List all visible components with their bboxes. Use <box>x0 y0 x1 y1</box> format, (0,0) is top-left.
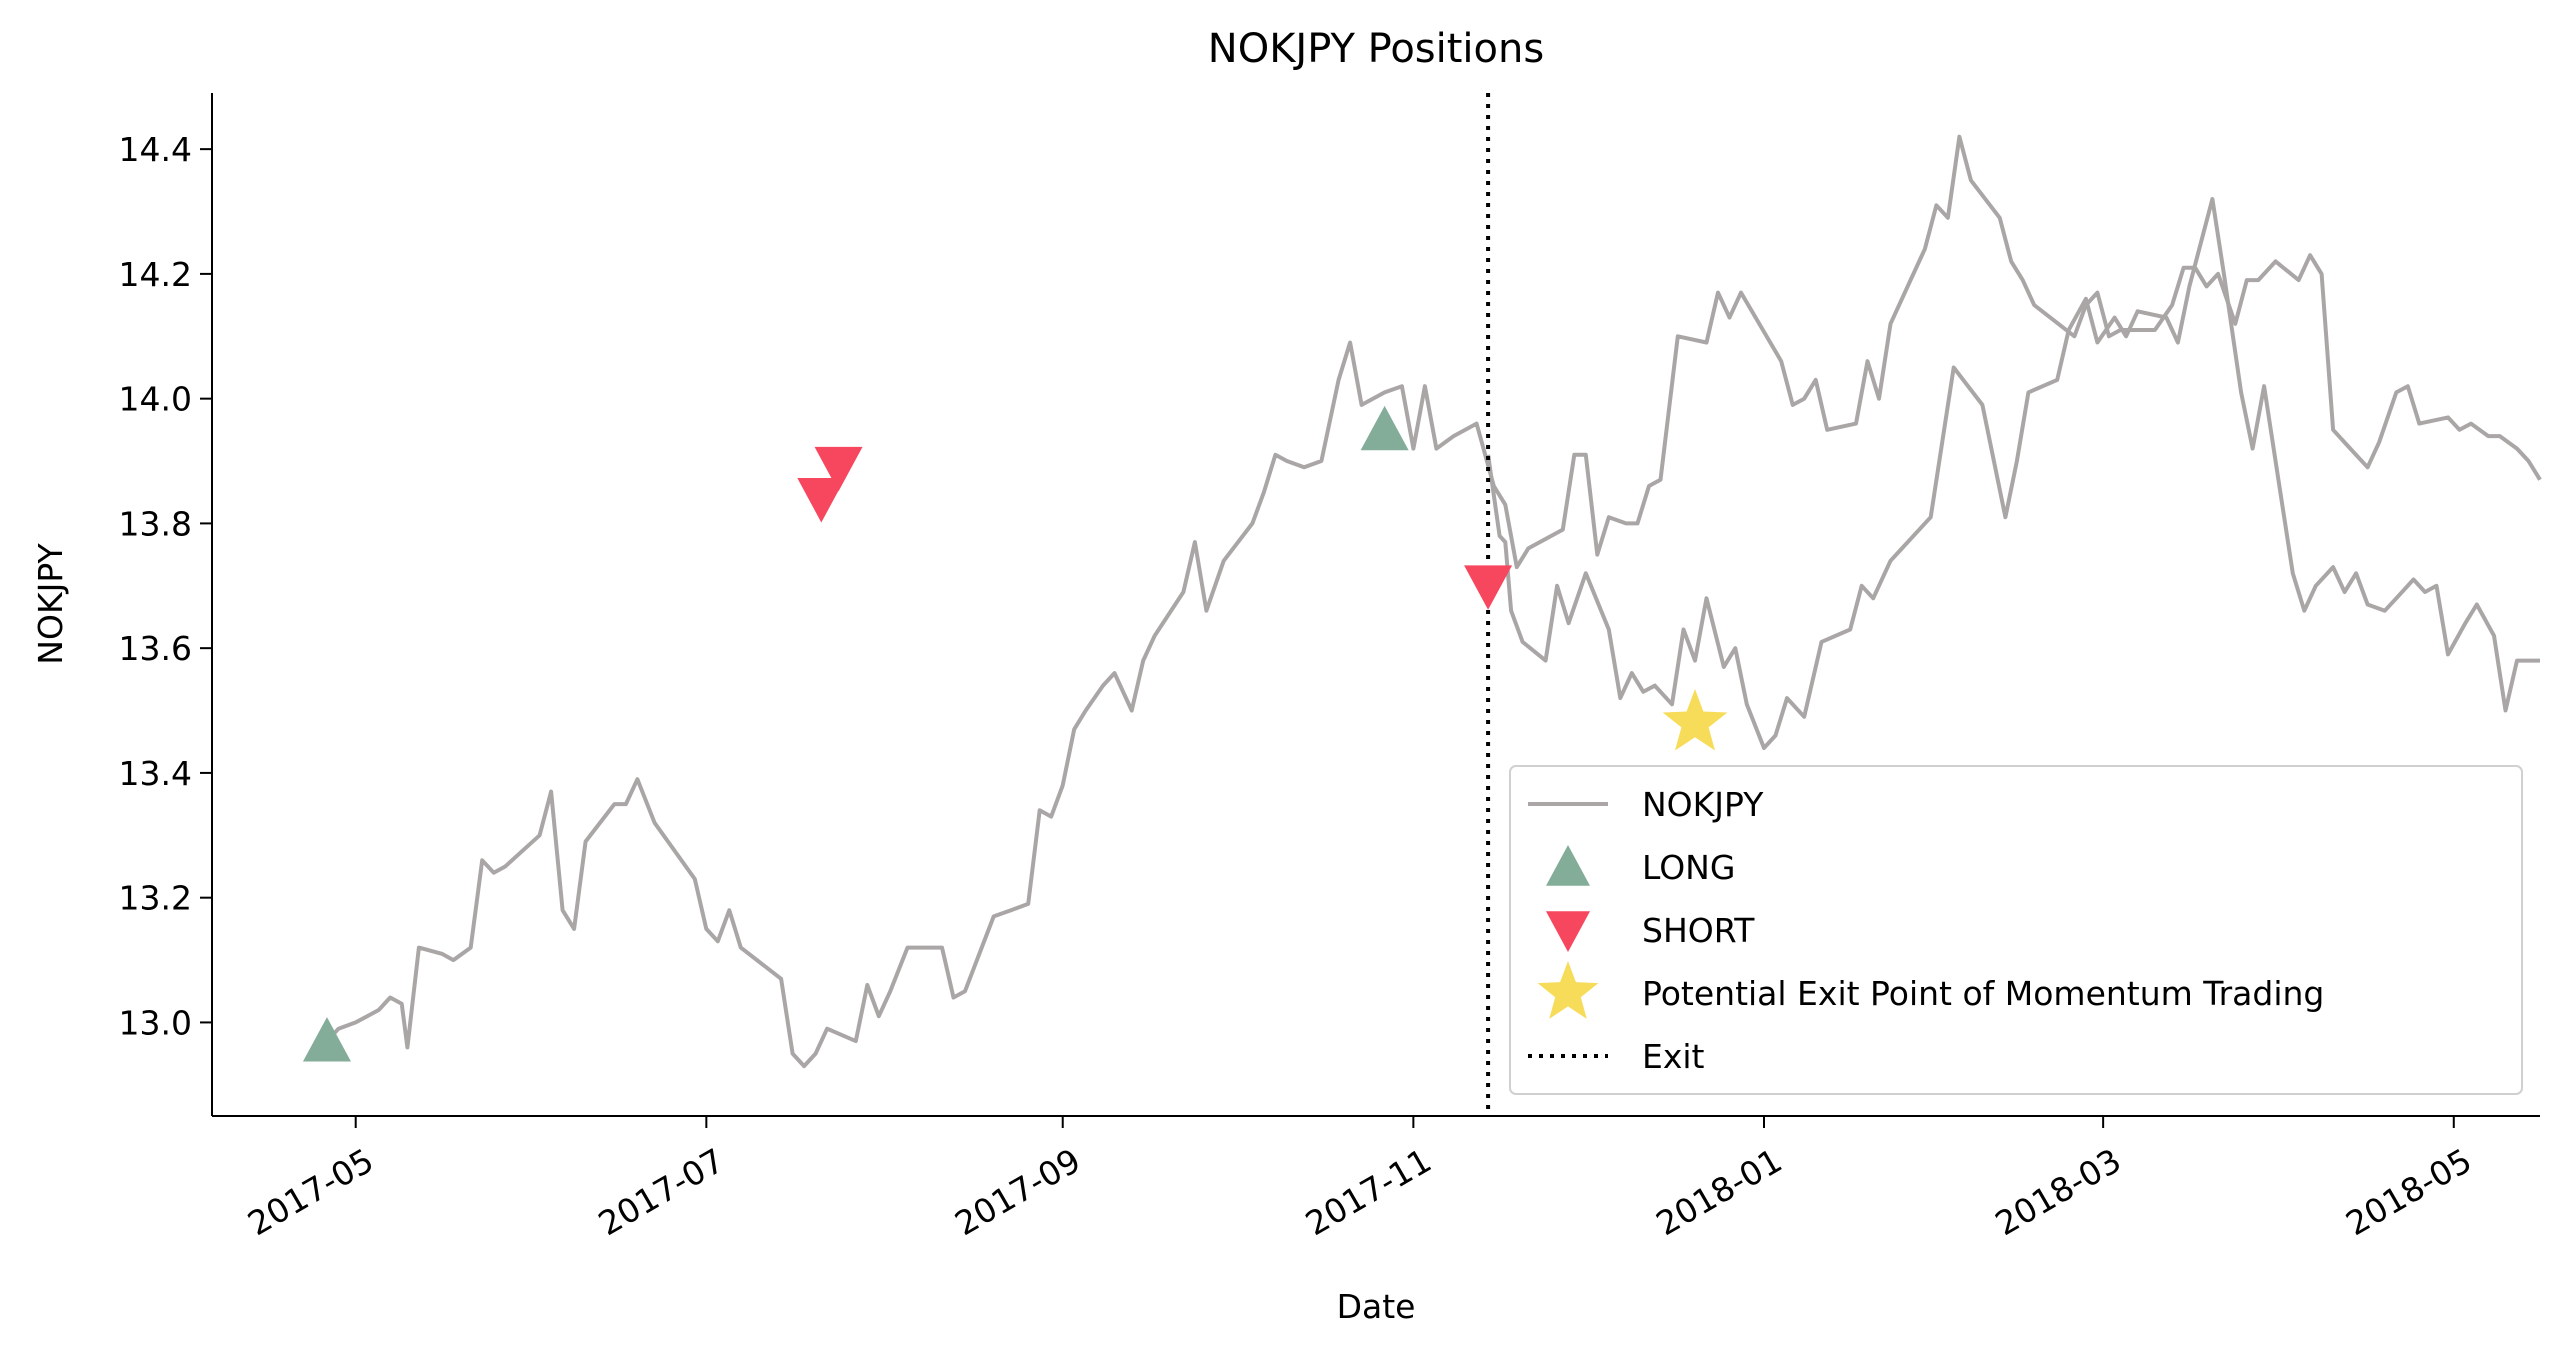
legend-label-4: Exit <box>1642 1037 1705 1076</box>
y-tick-label-3: 13.6 <box>119 629 192 668</box>
y-tick-label-1: 13.2 <box>119 879 192 918</box>
y-axis-label: NOKJPY <box>31 542 70 664</box>
y-tick-label-5: 14.0 <box>119 380 192 419</box>
legend-symbol-long <box>1546 845 1590 886</box>
legend-label-3: Potential Exit Point of Momentum Trading <box>1642 974 2324 1013</box>
legend-box <box>1509 765 2523 1095</box>
x-tick-label-3: 2017-11 <box>1299 1141 1438 1244</box>
series-line-0 <box>325 134 2542 1069</box>
long-marker-0 <box>302 1017 351 1062</box>
legend-symbol-exit-point <box>1537 961 1599 1019</box>
short-marker-0 <box>797 478 846 523</box>
series-line-1 <box>1486 197 2540 750</box>
exit-point-star-0 <box>1662 689 1728 751</box>
y-tick-label-6: 14.2 <box>119 255 192 294</box>
short-marker-2 <box>1464 565 1513 610</box>
x-tick-label-6: 2018-05 <box>2339 1141 2478 1244</box>
x-tick-label-0: 2017-05 <box>241 1141 380 1244</box>
chart-title: NOKJPY Positions <box>1208 26 1544 72</box>
plot-area <box>302 93 2542 1116</box>
short-marker-1 <box>814 446 863 492</box>
x-axis-label: Date <box>1337 1287 1416 1326</box>
long-marker-1 <box>1360 405 1409 451</box>
legend-label-0: NOKJPY <box>1642 785 1764 824</box>
legend-label-2: SHORT <box>1642 911 1755 950</box>
x-tick-label-5: 2018-03 <box>1989 1141 2128 1244</box>
x-tick-label-2: 2017-09 <box>948 1141 1087 1244</box>
y-tick-label-0: 13.0 <box>119 1003 192 1042</box>
legend-label-1: LONG <box>1642 848 1735 887</box>
y-tick-label-7: 14.4 <box>119 130 192 169</box>
y-axis-ticks: 13.0 13.2 13.4 13.6 13.8 14.0 14.2 14.4 <box>119 130 212 1042</box>
x-tick-label-1: 2017-07 <box>592 1141 731 1244</box>
legend-symbol-short <box>1546 911 1590 952</box>
legend: NOKJPY LONG SHORT Potential Exit Point of M… <box>1509 765 2523 1095</box>
x-axis-ticks: 2017-05 2017-07 2017-09 2017-11 2018-01 2018-… <box>241 1116 2478 1243</box>
x-tick-label-4: 2018-01 <box>1649 1141 1788 1244</box>
y-tick-label-2: 13.4 <box>119 754 192 793</box>
y-tick-label-4: 13.8 <box>119 504 192 543</box>
